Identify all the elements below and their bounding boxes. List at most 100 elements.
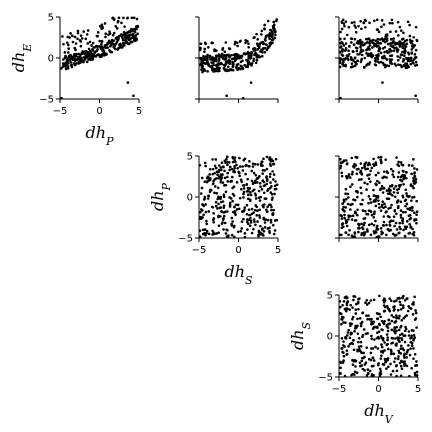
- scatter-point: [376, 196, 380, 199]
- scatter-point: [385, 170, 389, 173]
- scatter-point: [246, 222, 250, 226]
- scatter-point: [413, 167, 416, 170]
- scatter-point: [395, 325, 398, 329]
- scatter-point: [399, 364, 403, 368]
- scatter-point: [269, 218, 273, 222]
- scatter-point: [213, 164, 217, 168]
- scatter-point: [241, 165, 244, 168]
- scatter-point: [68, 54, 71, 57]
- scatter-point: [340, 217, 344, 220]
- scatter-panel-dh_V-dh_S: −5 0 5 −5 0 5: [318, 291, 421, 396]
- scatter-point: [260, 160, 264, 164]
- scatter-point: [411, 43, 415, 47]
- scatter-point: [217, 224, 221, 228]
- scatter-point: [414, 60, 418, 64]
- scatter-point: [269, 172, 272, 176]
- scatter-point: [366, 317, 369, 321]
- scatter-point: [273, 187, 277, 191]
- scatter-point: [374, 345, 377, 349]
- scatter-point: [214, 204, 218, 208]
- scatter-point: [136, 32, 139, 36]
- scatter-point: [411, 209, 414, 212]
- scatter-point: [415, 221, 418, 225]
- scatter-point: [372, 223, 376, 227]
- scatter-point: [362, 328, 366, 331]
- scatter-point: [387, 365, 390, 369]
- scatter-point: [211, 233, 214, 236]
- scatter-point: [228, 201, 232, 205]
- scatter-point: [404, 49, 407, 53]
- scatter-point: [79, 34, 83, 37]
- scatter-point: [96, 31, 100, 34]
- scatter-point: [363, 233, 366, 236]
- scatter-point: [222, 214, 226, 218]
- scatter-point: [389, 30, 392, 34]
- scatter-point: [224, 161, 227, 164]
- scatter-point: [383, 63, 387, 67]
- scatter-point: [385, 58, 389, 61]
- scatter-point: [117, 46, 120, 50]
- scatter-point: [266, 227, 270, 230]
- scatter-point: [384, 210, 387, 214]
- scatter-point: [339, 305, 342, 309]
- scatter-point: [249, 55, 253, 59]
- scatter-point: [348, 176, 352, 179]
- scatter-point: [230, 216, 234, 220]
- scatter-point: [269, 203, 272, 207]
- scatter-point: [354, 360, 358, 363]
- scatter-point: [342, 159, 346, 162]
- scatter-point: [344, 197, 348, 201]
- scatter-point: [344, 231, 348, 234]
- scatter-point: [256, 48, 259, 51]
- scatter-point: [369, 169, 372, 173]
- scatter-point: [358, 317, 362, 320]
- scatter-point: [350, 65, 354, 69]
- scatter-point: [224, 58, 227, 61]
- scatter-point: [376, 60, 380, 63]
- scatter-point: [215, 192, 219, 195]
- scatter-point: [412, 61, 415, 65]
- scatter-point: [260, 54, 264, 58]
- scatter-point: [206, 175, 210, 178]
- scatter-point: [366, 167, 370, 171]
- scatter-point: [91, 47, 94, 51]
- scatter-point: [82, 60, 85, 64]
- scatter-point: [347, 345, 350, 348]
- scatter-point: [346, 202, 350, 206]
- scatter-point: [415, 360, 418, 363]
- scatter-point: [217, 175, 221, 178]
- scatter-point: [256, 163, 260, 166]
- x-axis-label: dhV: [364, 401, 394, 426]
- scatter-point: [347, 214, 350, 217]
- scatter-point: [353, 370, 357, 374]
- scatter-point: [406, 297, 409, 300]
- scatter-point: [412, 357, 415, 360]
- scatter-point: [399, 209, 403, 212]
- scatter-point: [255, 58, 259, 62]
- scatter-point: [374, 42, 378, 46]
- scatter-point: [231, 160, 235, 164]
- scatter-point: [258, 181, 262, 185]
- scatter-point: [378, 181, 381, 185]
- scatter-point: [126, 81, 130, 84]
- scatter-point: [230, 179, 234, 183]
- scatter-point: [96, 34, 99, 38]
- scatter-point: [227, 60, 231, 63]
- scatter-point: [83, 50, 87, 53]
- scatter-point: [390, 58, 394, 61]
- scatter-point: [233, 40, 237, 44]
- scatter-point: [361, 311, 365, 315]
- scatter-point: [342, 205, 345, 209]
- scatter-point: [265, 175, 268, 178]
- scatter-point: [412, 333, 416, 337]
- scatter-point: [414, 218, 418, 221]
- scatter-point: [122, 16, 125, 20]
- scatter-point: [200, 176, 204, 180]
- scatter-point: [266, 178, 269, 181]
- scatter-point: [415, 364, 419, 367]
- scatter-point: [233, 166, 236, 170]
- scatter-point: [373, 338, 376, 341]
- scatter-point: [374, 231, 378, 234]
- scatter-point: [372, 320, 375, 324]
- scatter-point: [398, 43, 401, 46]
